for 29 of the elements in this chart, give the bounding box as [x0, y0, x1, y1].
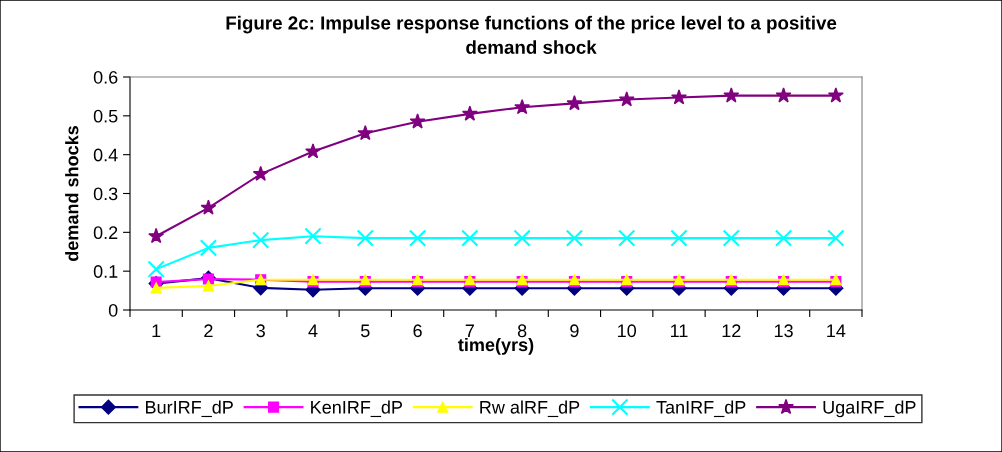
y-tick-label: 0.6 — [93, 70, 118, 84]
legend-label: UgaIRF_dP — [823, 400, 916, 418]
y-tick-label: 0.1 — [93, 265, 118, 278]
y-tick-label: 0.2 — [93, 226, 118, 240]
y-axis-title: demand shocks — [65, 126, 79, 261]
x-tick-label: 9 — [570, 324, 579, 338]
x-tick-label: 2 — [204, 324, 213, 337]
x-tick-label: 12 — [722, 324, 741, 337]
x-tick-label: 3 — [256, 324, 265, 338]
x-tick-label: 4 — [308, 324, 318, 337]
y-tick-label: 0 — [108, 303, 118, 317]
x-tick-label: 6 — [413, 324, 422, 338]
legend-label: TanIRF_dP — [656, 400, 746, 418]
x-tick-label: 10 — [618, 324, 637, 338]
x-tick-label: 1 — [152, 324, 161, 337]
y-tick-label: 0.3 — [93, 187, 118, 201]
x-tick-label: 5 — [360, 324, 370, 338]
x-axis-title: time(yrs) — [458, 337, 534, 355]
x-tick-label: 11 — [671, 324, 688, 337]
legend-label: KenIRF_dP — [311, 400, 403, 418]
legend-label: BurIRF_dP — [146, 400, 233, 418]
y-tick-label: 0.4 — [93, 148, 118, 162]
x-tick-label: 8 — [517, 324, 527, 338]
y-tick-label: 0.5 — [93, 109, 118, 123]
x-tick-label: 7 — [465, 324, 474, 337]
chart-title: Figure 2c: Impulse response functions of the price level to a positive demand shock — [226, 15, 837, 54]
x-tick-label: 14 — [827, 324, 846, 337]
legend-label: Rw alRF_dP — [480, 400, 580, 418]
x-tick-label: 13 — [774, 324, 793, 338]
